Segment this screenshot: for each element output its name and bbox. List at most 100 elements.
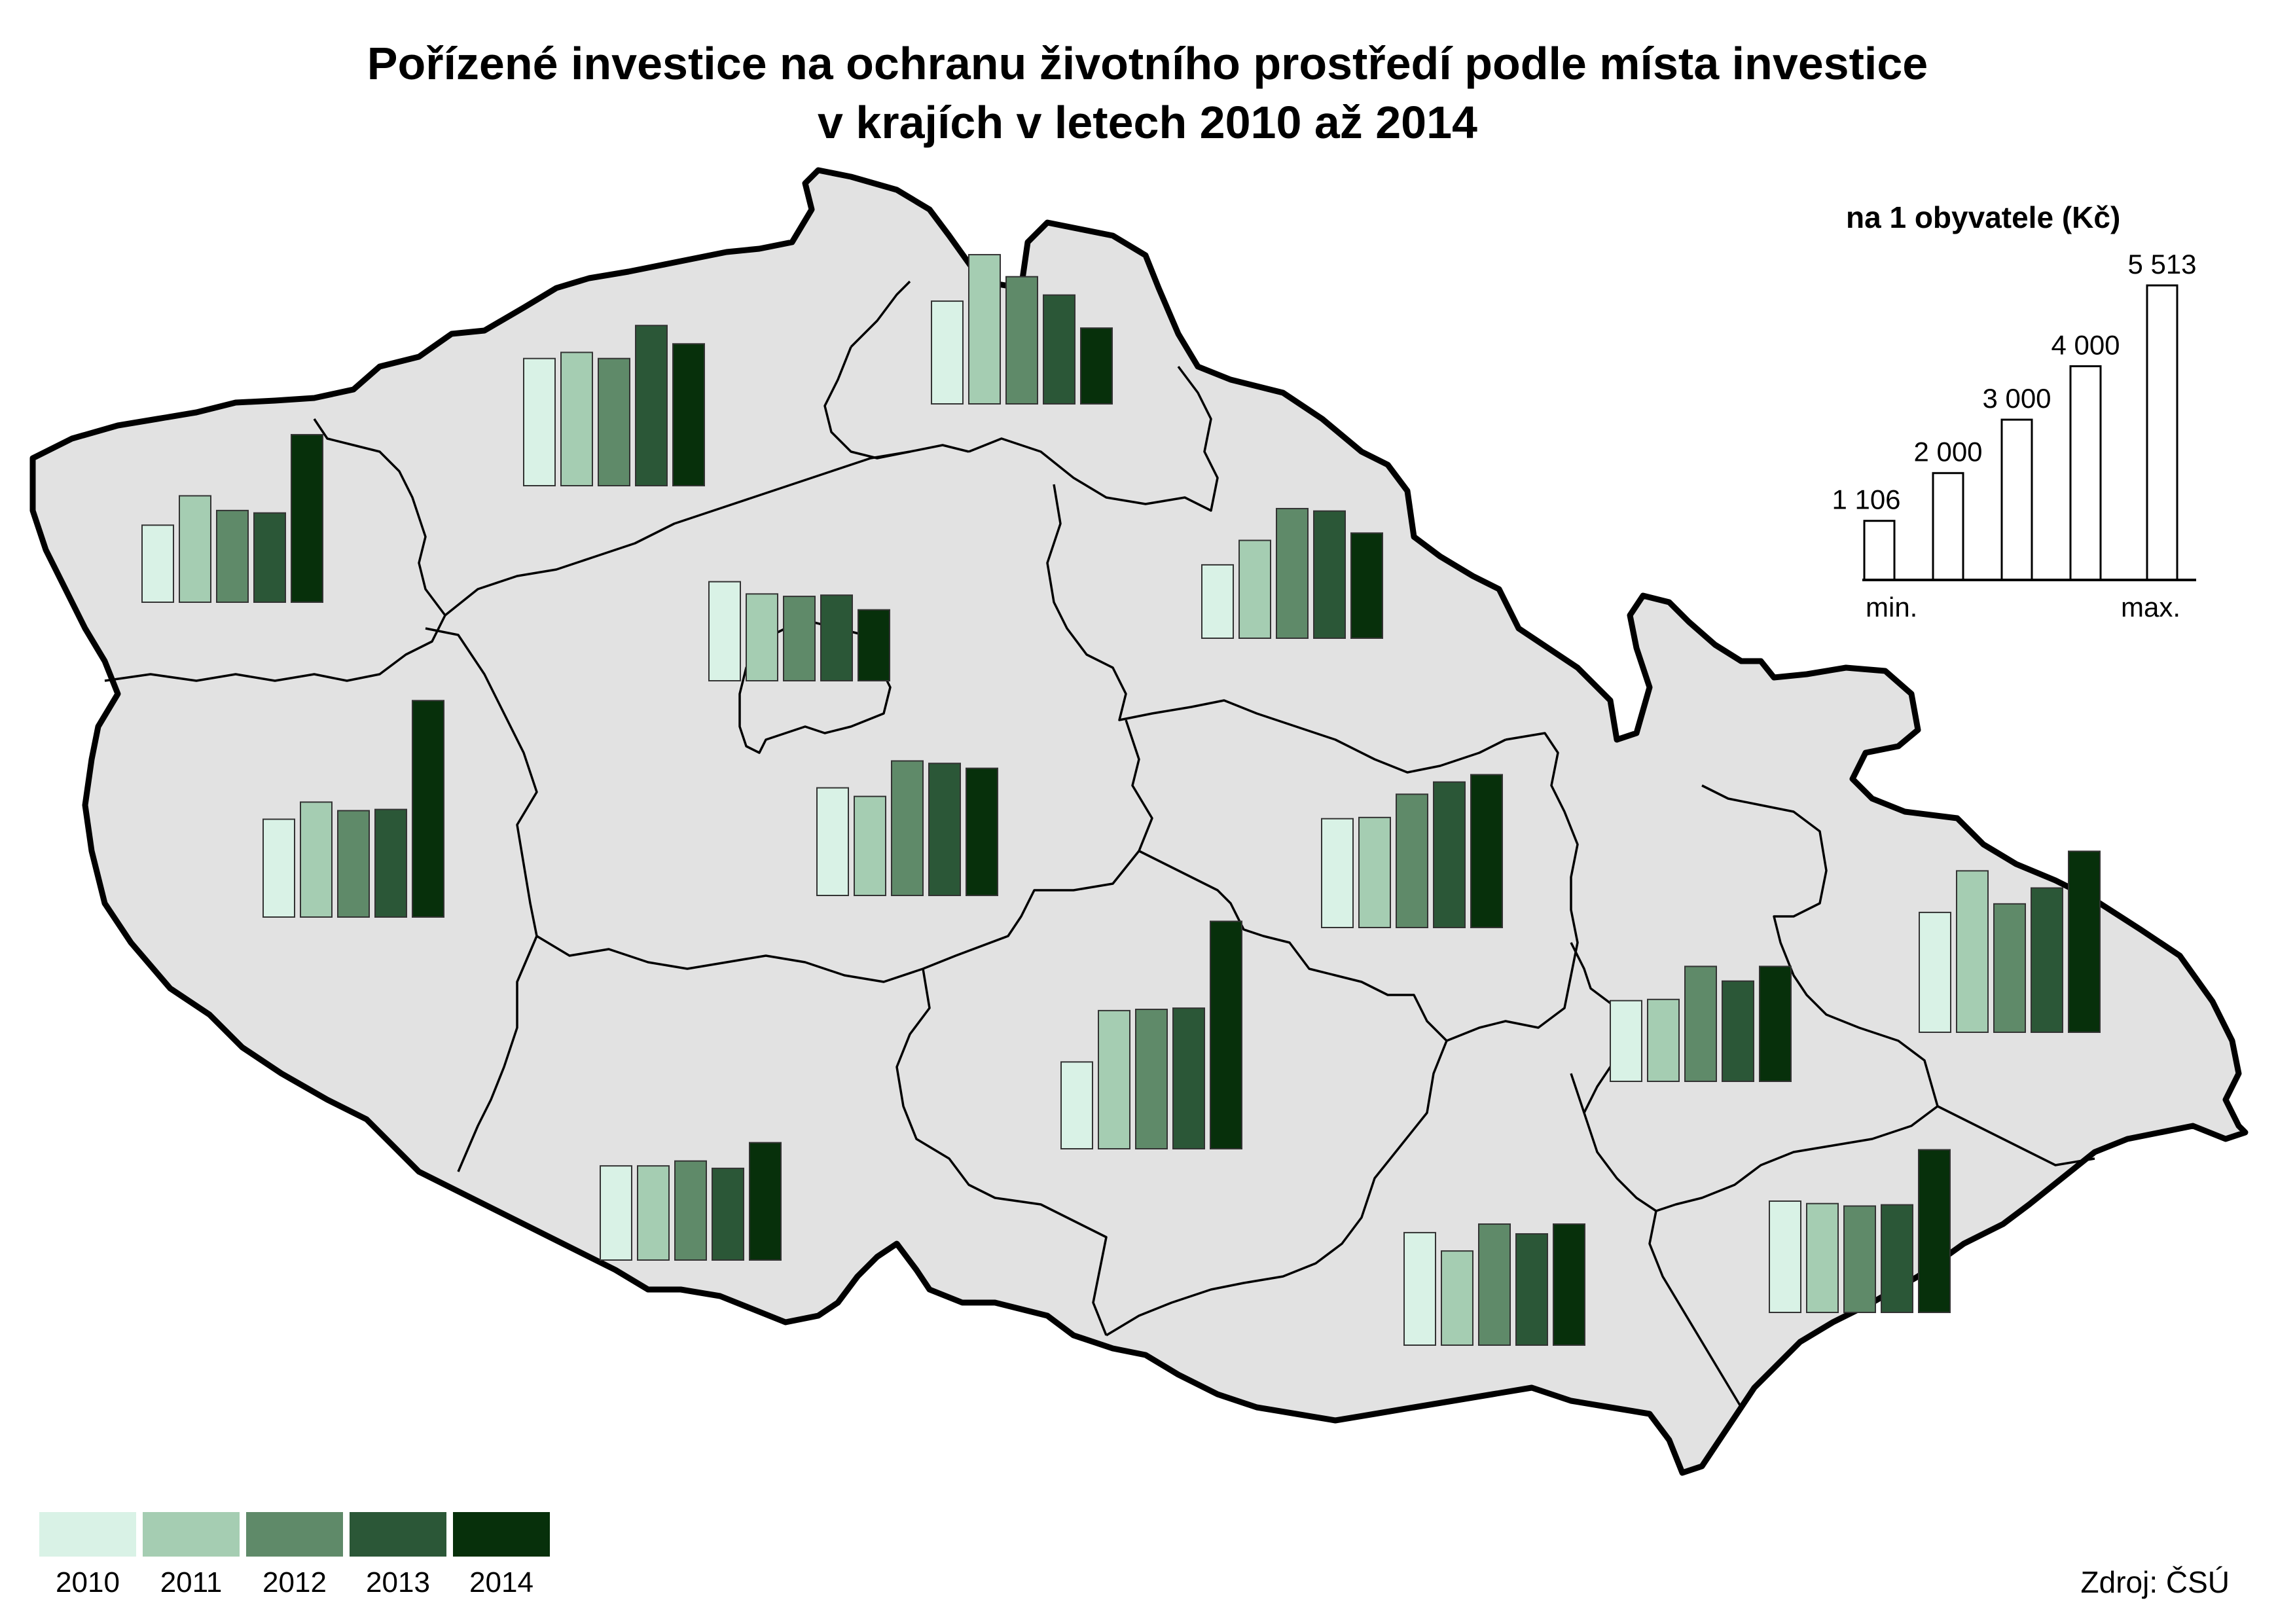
scale-legend-value-label: 1 106: [1832, 484, 1900, 515]
region-bar-2012: [891, 760, 924, 896]
region-bar-2012: [1135, 1009, 1168, 1150]
region-bar-2013: [1515, 1233, 1548, 1346]
chart-title-line1: Pořízené investice na ochranu životního …: [367, 38, 1928, 89]
region-bar-2010: [1403, 1232, 1436, 1346]
region-border-karlovarsky: [104, 418, 446, 682]
region-bar-2014: [1080, 327, 1113, 405]
region-bar-2011: [1806, 1202, 1839, 1314]
region-bar-2012: [216, 509, 249, 603]
region-bar-2011: [1647, 998, 1680, 1082]
region-border-vysocina: [1106, 850, 1448, 1337]
region-chart: [1201, 507, 1383, 640]
region-chart: [1060, 920, 1242, 1150]
region-bar-2014: [1350, 532, 1383, 640]
region-bar-2013: [1722, 980, 1754, 1082]
scale-legend-max-label: max.: [2121, 592, 2180, 623]
year-legend-swatch-2013: [350, 1512, 446, 1557]
region-bar-2012: [1005, 276, 1038, 405]
region-chart: [816, 760, 998, 897]
region-bar-2011: [1358, 816, 1391, 928]
region-bar-2011: [179, 495, 211, 603]
region-bar-2012: [674, 1160, 707, 1261]
region-chart: [1403, 1223, 1585, 1346]
region-bar-2010: [816, 787, 849, 897]
region-bar-2012: [1993, 903, 2026, 1033]
region-border-kralovehradecky: [1046, 484, 1506, 774]
region-bar-2011: [1238, 539, 1271, 639]
year-legend-label-2012: 2012: [262, 1566, 327, 1598]
region-bar-2010: [1610, 1000, 1642, 1082]
region-bar-2011: [1441, 1250, 1473, 1346]
region-bar-2014: [1553, 1223, 1585, 1346]
region-bar-2010: [262, 818, 295, 918]
region-bar-2010: [1060, 1061, 1093, 1149]
region-border-zlinsky: [1648, 1210, 1743, 1408]
scale-legend-bar: [2146, 284, 2178, 581]
source-note: Zdroj: ČSÚ: [2080, 1565, 2230, 1599]
year-legend-swatch-2010: [39, 1512, 136, 1557]
year-legend-swatch-2014: [453, 1512, 550, 1557]
region-border-stredocesky: [425, 627, 1153, 983]
year-legend-label-2014: 2014: [469, 1566, 533, 1598]
region-bar-2013: [712, 1167, 744, 1261]
region-bar-2013: [635, 325, 668, 486]
region-bar-2010: [600, 1165, 632, 1261]
region-bar-2013: [374, 808, 407, 918]
region-border-liberecky-west: [823, 280, 911, 460]
region-chart: [1769, 1149, 1951, 1314]
scale-legend-value-label: 5 513: [2127, 249, 2196, 280]
region-chart: [1610, 965, 1792, 1083]
region-bar-2010: [708, 581, 741, 682]
region-bar-2013: [1172, 1007, 1205, 1149]
region-bar-2013: [253, 512, 286, 603]
region-bar-2013: [928, 763, 961, 897]
region-border-plzensky: [457, 935, 538, 1172]
region-bar-2010: [1321, 818, 1354, 929]
region-bar-2012: [1478, 1223, 1511, 1346]
region-bar-2012: [783, 596, 816, 682]
scale-legend-min-label: min.: [1866, 592, 1917, 623]
region-bar-2011: [854, 795, 886, 896]
region-bar-2012: [337, 810, 370, 918]
region-border-pardubicky: [1446, 732, 1579, 1042]
year-legend: 2010 2011 2012 2013 2014: [39, 1512, 550, 1598]
region-border-moravskoslezsky: [1937, 1105, 2095, 1166]
scale-legend-bar: [2000, 418, 2033, 581]
region-bar-2011: [1098, 1009, 1130, 1150]
region-border-jihocesky: [895, 968, 1108, 1336]
region-bar-2012: [598, 357, 630, 486]
region-bar-2014: [2068, 850, 2101, 1034]
year-legend-swatch-2012: [246, 1512, 343, 1557]
region-bar-2013: [2031, 887, 2063, 1034]
scale-legend-value-label: 4 000: [2051, 329, 2120, 360]
scale-legend-bar: [2069, 365, 2102, 581]
region-chart: [1321, 774, 1503, 929]
region-bar-2013: [1433, 781, 1466, 929]
region-bar-2013: [1043, 294, 1075, 405]
country-outline: [29, 167, 2249, 1476]
region-bar-2013: [1881, 1204, 1913, 1314]
year-legend-swatch-2011: [143, 1512, 240, 1557]
scale-legend-value-label: 3 000: [1982, 383, 2051, 414]
region-bar-2014: [749, 1142, 782, 1261]
chart-title-line2: v krajích v letech 2010 až 2014: [818, 97, 1477, 148]
region-bar-2014: [1210, 920, 1242, 1150]
region-bar-2014: [1759, 965, 1792, 1083]
scale-legend-value-label: 2 000: [1913, 437, 1982, 467]
region-bar-2010: [523, 357, 556, 486]
region-bar-2014: [672, 343, 705, 486]
region-bar-2013: [1313, 510, 1346, 639]
region-bar-2010: [1201, 564, 1234, 639]
region-bar-2012: [1684, 965, 1717, 1083]
year-legend-label-2010: 2010: [56, 1566, 120, 1598]
region-bar-2014: [966, 767, 998, 897]
region-bar-2014: [858, 609, 890, 681]
region-border-liberecky: [968, 365, 1219, 512]
region-bar-2010: [141, 524, 174, 603]
region-borders: [29, 167, 2249, 1476]
region-chart: [262, 700, 444, 918]
region-border-jihomoravsky: [1570, 1073, 1939, 1212]
region-bar-2014: [1918, 1149, 1951, 1314]
